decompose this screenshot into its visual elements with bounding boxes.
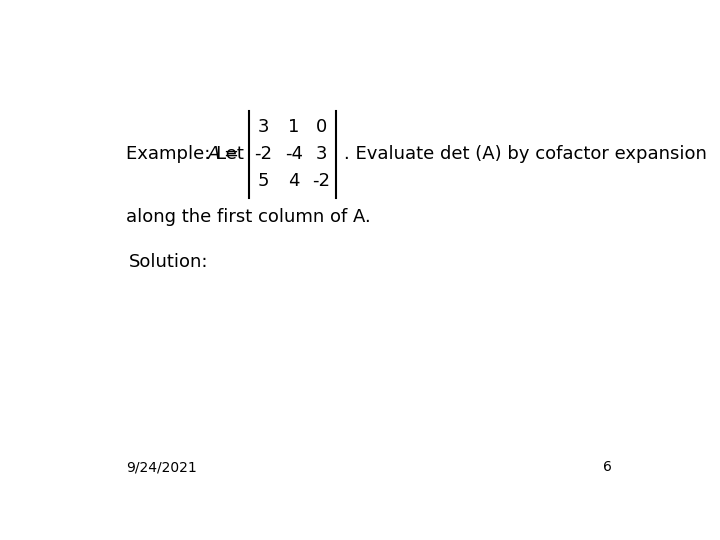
Text: 9/24/2021: 9/24/2021 xyxy=(126,460,197,474)
Text: $A$: $A$ xyxy=(207,145,221,163)
Text: 1: 1 xyxy=(288,118,300,136)
Text: -4: -4 xyxy=(284,145,302,163)
Text: . Evaluate det (A) by cofactor expansion: . Evaluate det (A) by cofactor expansion xyxy=(344,145,707,163)
Text: -2: -2 xyxy=(254,145,272,163)
Text: 5: 5 xyxy=(257,172,269,190)
Text: 4: 4 xyxy=(288,172,300,190)
Text: 3: 3 xyxy=(257,118,269,136)
Text: along the first column of A.: along the first column of A. xyxy=(126,207,371,226)
Text: 6: 6 xyxy=(603,460,612,474)
Text: =: = xyxy=(222,145,238,163)
Text: 3: 3 xyxy=(316,145,328,163)
Text: 0: 0 xyxy=(316,118,327,136)
Text: -2: -2 xyxy=(312,172,330,190)
Text: Example: Let: Example: Let xyxy=(126,145,244,163)
Text: Solution:: Solution: xyxy=(129,253,209,271)
